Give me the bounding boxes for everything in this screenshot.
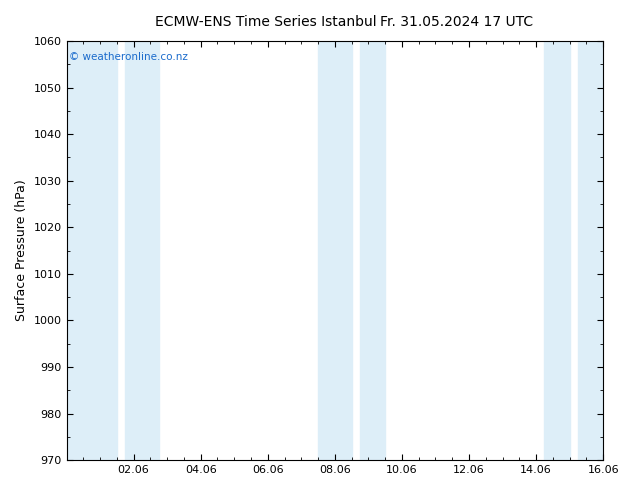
Bar <box>318 41 352 460</box>
Bar <box>578 41 603 460</box>
Text: © weatheronline.co.nz: © weatheronline.co.nz <box>69 51 188 62</box>
Y-axis label: Surface Pressure (hPa): Surface Pressure (hPa) <box>15 180 28 321</box>
Bar <box>360 41 385 460</box>
Text: ECMW-ENS Time Series Istanbul: ECMW-ENS Time Series Istanbul <box>155 15 377 29</box>
Bar <box>67 41 117 460</box>
Text: Fr. 31.05.2024 17 UTC: Fr. 31.05.2024 17 UTC <box>380 15 533 29</box>
Bar <box>126 41 158 460</box>
Bar <box>545 41 569 460</box>
